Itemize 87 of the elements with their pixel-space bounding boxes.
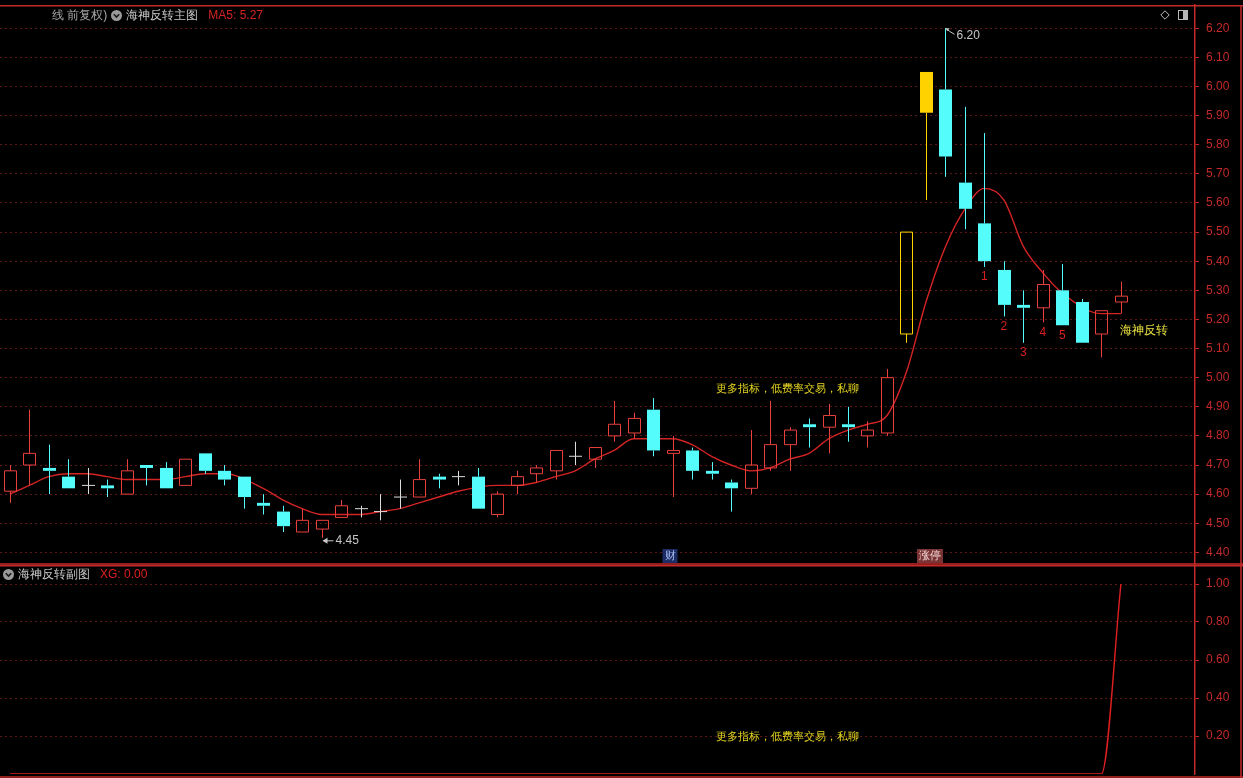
- y-tick-label: 5.40: [1206, 253, 1230, 268]
- y-tick-label: 5.10: [1206, 340, 1230, 355]
- y-tick-label: 5.00: [1206, 369, 1230, 384]
- candlestick: [842, 406, 855, 443]
- candlestick: [764, 400, 777, 472]
- candlestick: [1095, 310, 1108, 358]
- y-tick-label: 5.70: [1206, 166, 1230, 181]
- chart-title: 海神反转主图: [126, 8, 199, 22]
- y-tick-label: 5.20: [1206, 311, 1230, 326]
- candlestick: [568, 441, 583, 466]
- annotation: 2: [1000, 318, 1008, 333]
- chart-title: 海神反转副图: [18, 567, 90, 581]
- candlestick: [62, 458, 75, 489]
- text: XG: 0.00: [100, 567, 148, 581]
- candlestick: [861, 420, 874, 449]
- candlestick: [1017, 289, 1030, 344]
- y-tick-label: 4.80: [1206, 428, 1230, 443]
- candlestick: [43, 444, 56, 495]
- candlestick: [296, 508, 309, 533]
- candlestick: [4, 464, 17, 504]
- y-tick-label: 5.90: [1206, 107, 1230, 122]
- candlestick: [238, 476, 251, 510]
- candlestick: [784, 426, 797, 472]
- candlestick: [1056, 263, 1069, 326]
- candlestick: [373, 493, 388, 521]
- annotation: 1: [981, 269, 989, 284]
- y-tick-label: 0.40: [1206, 690, 1230, 705]
- y-tick-label: 5.80: [1206, 137, 1230, 152]
- candlestick: [1037, 269, 1050, 323]
- candlestick: [550, 449, 563, 481]
- y-tick-label: 4.70: [1206, 457, 1230, 472]
- y-tick-label: 0.80: [1206, 614, 1230, 629]
- candlestick: [608, 400, 621, 443]
- chart-subtitle: 线 前复权): [52, 8, 108, 22]
- y-tick-label: 0.60: [1206, 652, 1230, 667]
- y-tick-label: 6.00: [1206, 78, 1230, 93]
- candlestick: [277, 505, 290, 533]
- candlestick: [160, 461, 173, 489]
- y-tick-label: 0.20: [1206, 728, 1230, 743]
- candlestick: [706, 461, 719, 481]
- annotation: 更多指标，低费率交易，私聊: [716, 382, 859, 395]
- candlestick: [1076, 298, 1089, 343]
- candlestick: [121, 458, 134, 495]
- candlestick: [667, 435, 680, 498]
- y-tick-label: 4.40: [1206, 544, 1230, 559]
- candlestick: [998, 260, 1011, 318]
- candlestick: [257, 493, 270, 516]
- y-tick-label: 6.20: [1206, 20, 1230, 35]
- y-tick-label: 4.90: [1206, 399, 1230, 414]
- candlestick: [647, 397, 660, 457]
- candlestick: [978, 132, 991, 268]
- candlestick: [472, 467, 485, 509]
- annotation: 4.45: [335, 533, 360, 548]
- annotation: 财: [664, 549, 676, 562]
- candlestick: [686, 447, 699, 481]
- candlestick: [413, 458, 426, 498]
- candlestick: [218, 464, 231, 486]
- y-tick-label: 6.10: [1206, 49, 1230, 64]
- candlestick: [101, 479, 114, 498]
- y-tick-label: 5.60: [1206, 195, 1230, 210]
- annotation: 3: [1020, 345, 1028, 360]
- annotation: 6.20: [956, 27, 981, 42]
- candlestick: [823, 403, 836, 454]
- candlestick: [199, 453, 212, 475]
- candlestick: [81, 467, 96, 495]
- y-tick-label: 5.30: [1206, 282, 1230, 297]
- candlestick: [433, 473, 446, 489]
- y-tick-label: 1.00: [1206, 576, 1230, 591]
- candlestick: [1115, 281, 1128, 315]
- candlestick: [23, 409, 36, 486]
- candlestick: [725, 479, 738, 513]
- text: MA5: 5.27: [208, 8, 264, 22]
- candlestick: [803, 417, 816, 449]
- annotation: 5: [1059, 327, 1067, 342]
- candlestick: [140, 465, 153, 486]
- annotation: 涨停: [919, 549, 941, 562]
- y-tick-label: 5.50: [1206, 224, 1230, 239]
- candlestick: [393, 479, 408, 510]
- annotation: 更多指标，低费率交易，私聊: [716, 730, 859, 743]
- annotation: 海神反转: [1120, 323, 1168, 338]
- y-tick-label: 4.60: [1206, 486, 1230, 501]
- y-tick-label: 4.50: [1206, 515, 1230, 530]
- annotation: 4: [1039, 324, 1047, 339]
- candlestick: [745, 429, 758, 495]
- line-series: [9, 187, 1122, 516]
- candlestick: [959, 106, 972, 230]
- candlestick: [920, 71, 933, 201]
